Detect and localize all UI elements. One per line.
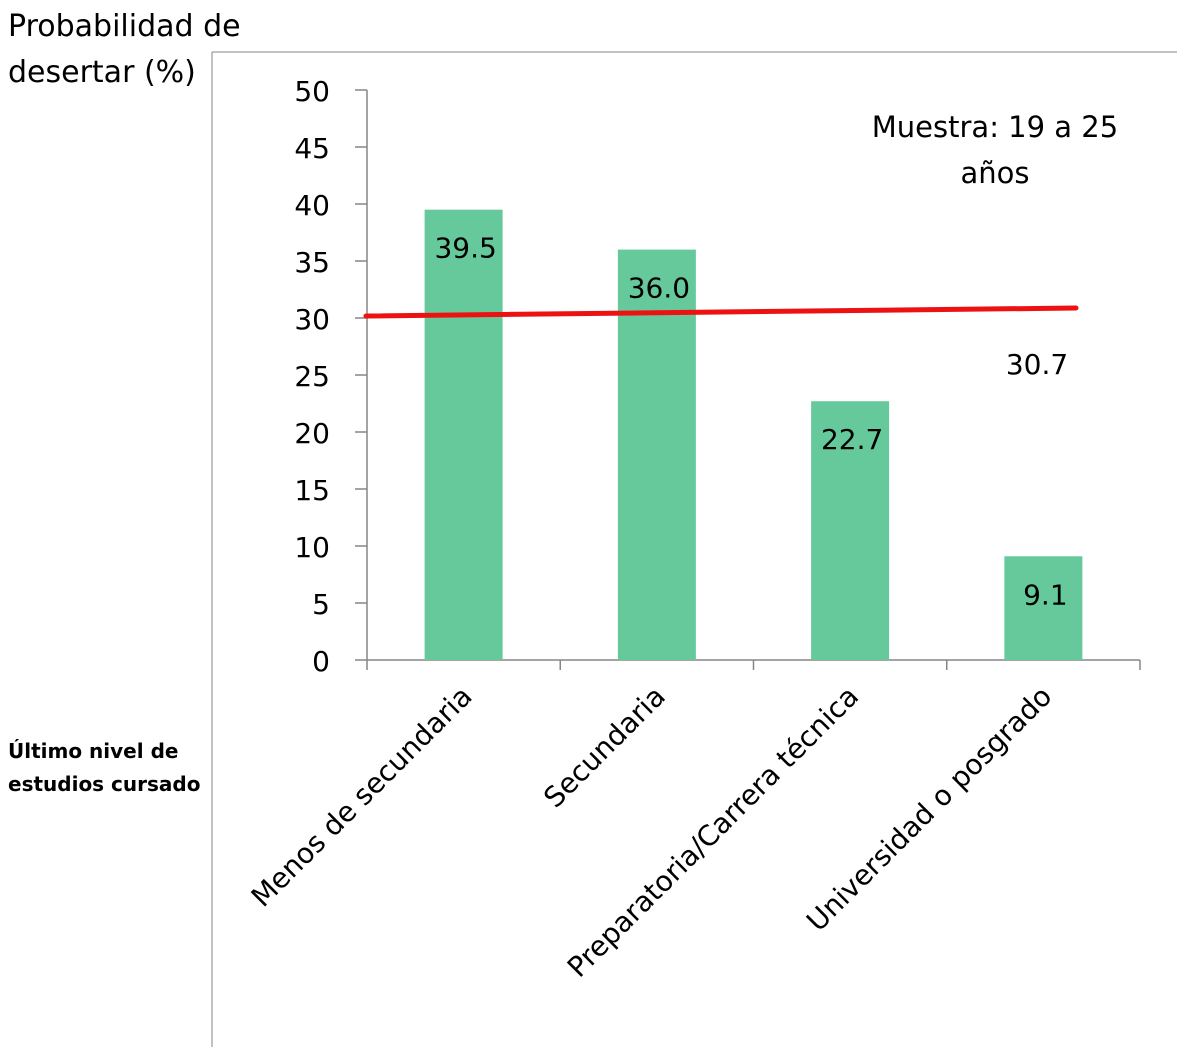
average-reference-line bbox=[363, 305, 1079, 319]
bar bbox=[617, 249, 696, 660]
sample-annotation-line-2: años bbox=[960, 156, 1030, 190]
x-tick-labels-group: Menos de secundaria SecundariaPreparatori… bbox=[245, 680, 1059, 984]
x-axis-title: Último nivel de estudios cursado bbox=[8, 735, 208, 801]
y-axis-title-line-1: Probabilidad de bbox=[8, 9, 241, 44]
bars-group bbox=[424, 209, 1083, 660]
x-axis-title-line-1: Último nivel de bbox=[8, 739, 179, 763]
bar bbox=[1004, 556, 1083, 660]
sample-annotation: Muestra: 19 a 25 años bbox=[860, 104, 1130, 196]
sample-annotation-line-1: Muestra: 19 a 25 bbox=[871, 110, 1119, 144]
bar bbox=[424, 209, 503, 660]
bar-data-label: 22.7 bbox=[821, 423, 883, 456]
y-tick-label: 0 bbox=[312, 645, 330, 678]
y-tick-label: 15 bbox=[294, 474, 330, 507]
y-tick-label: 30 bbox=[294, 303, 330, 336]
data-labels-group: 39.5 36.0 22.7 9.1 bbox=[434, 232, 1067, 612]
reference-line-group: 30.7 bbox=[363, 305, 1079, 381]
bar-data-label: 39.5 bbox=[434, 232, 496, 265]
y-tick-label: 5 bbox=[312, 588, 330, 621]
bar-data-label: 36.0 bbox=[628, 272, 690, 305]
y-tick-label: 50 bbox=[294, 75, 330, 108]
reference-line-label: 30.7 bbox=[1006, 348, 1068, 381]
y-tick-label: 20 bbox=[294, 417, 330, 450]
y-axis-title: Probabilidad de desertar (%) bbox=[8, 4, 288, 96]
y-tick-label: 25 bbox=[294, 360, 330, 393]
y-tick-label: 35 bbox=[294, 246, 330, 279]
y-tick-label: 40 bbox=[294, 189, 330, 222]
bar-data-label: 9.1 bbox=[1023, 578, 1068, 611]
y-axis-title-line-2: desertar (%) bbox=[8, 55, 196, 90]
x-axis-title-line-2: estudios cursado bbox=[8, 772, 201, 796]
y-tick-label: 45 bbox=[294, 132, 330, 165]
x-tick-label: Menos de secundaria bbox=[245, 680, 479, 914]
y-tick-label: 10 bbox=[294, 531, 330, 564]
x-tick-label: Secundaria bbox=[537, 680, 672, 815]
bar bbox=[811, 401, 890, 660]
